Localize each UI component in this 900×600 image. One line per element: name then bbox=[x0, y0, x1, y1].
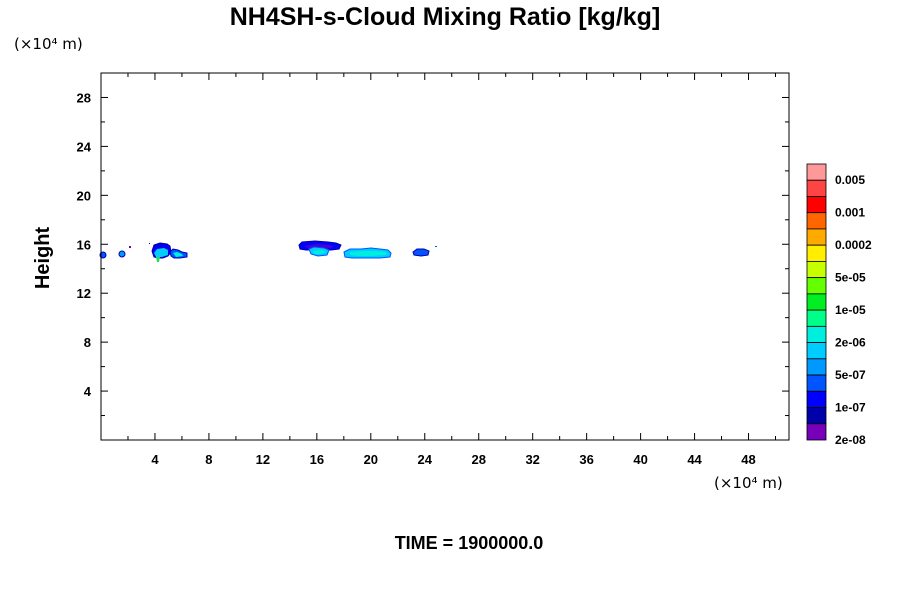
x-tick-label: 20 bbox=[364, 452, 378, 467]
colorbar-swatch bbox=[806, 261, 827, 279]
cloud-patch bbox=[343, 247, 392, 259]
y-axis: 4 8 12 16 20 24 28 bbox=[77, 72, 789, 417]
colorbar-swatch bbox=[806, 196, 827, 214]
colorbar-swatch bbox=[806, 277, 827, 295]
y-tick-label: 16 bbox=[77, 237, 91, 252]
colorbar-label: 5e-05 bbox=[835, 271, 866, 285]
cloud-patch bbox=[151, 242, 188, 262]
colorbar-swatch bbox=[806, 212, 827, 230]
plot-area bbox=[100, 72, 790, 441]
colorbar-label: 1e-07 bbox=[835, 401, 866, 415]
colorbar-swatch bbox=[806, 293, 827, 311]
x-tick-label: 16 bbox=[310, 452, 324, 467]
colorbar-label: 0.001 bbox=[835, 206, 865, 220]
colorbar-label: 2e-08 bbox=[835, 433, 866, 447]
y-tick-label: 20 bbox=[77, 188, 91, 203]
colorbar-label: 0.0002 bbox=[835, 238, 872, 252]
colorbar-swatch bbox=[806, 309, 827, 327]
x-tick-label: 44 bbox=[687, 452, 702, 467]
x-axis-unit: (×10⁴ m) bbox=[714, 474, 783, 492]
x-tick-label: 24 bbox=[418, 452, 433, 467]
x-tick-label: 4 bbox=[151, 452, 159, 467]
cloud-patch bbox=[118, 243, 150, 258]
y-tick-label: 4 bbox=[84, 384, 92, 399]
cloud-patch bbox=[308, 246, 330, 257]
colorbar: 0.005 0.001 0.0002 5e-05 1e-05 2e-06 5e-07 1e-0… bbox=[806, 163, 872, 447]
x-axis: 4 8 12 16 20 24 28 32 36 40 44 48 bbox=[127, 73, 777, 467]
x-tick-label: 48 bbox=[741, 452, 755, 467]
colorbar-label: 0.005 bbox=[835, 173, 865, 187]
cloud-patch bbox=[298, 240, 342, 251]
y-axis-unit: (×10⁴ m) bbox=[14, 35, 83, 53]
y-tick-label: 24 bbox=[77, 139, 92, 154]
colorbar-swatch bbox=[806, 244, 827, 262]
cloud-patch bbox=[412, 246, 437, 257]
x-tick-label: 40 bbox=[633, 452, 647, 467]
colorbar-label: 1e-05 bbox=[835, 303, 866, 317]
colorbar-swatch bbox=[806, 325, 827, 343]
colorbar-swatch bbox=[806, 390, 827, 408]
colorbar-swatch bbox=[806, 423, 827, 441]
colorbar-label: 5e-07 bbox=[835, 368, 866, 382]
y-tick-label: 28 bbox=[77, 90, 91, 105]
colorbar-swatch bbox=[806, 179, 827, 197]
colorbar-swatch bbox=[806, 358, 827, 376]
colorbar-swatch bbox=[806, 407, 827, 425]
colorbar-swatch bbox=[806, 374, 827, 392]
colorbar-swatch bbox=[806, 163, 827, 181]
time-label: TIME = 1900000.0 bbox=[395, 533, 544, 553]
y-tick-label: 12 bbox=[77, 286, 91, 301]
x-tick-label: 12 bbox=[256, 452, 270, 467]
colorbar-label: 2e-06 bbox=[835, 336, 866, 350]
y-tick-label: 8 bbox=[84, 335, 91, 350]
cloud-patches bbox=[99, 240, 437, 262]
x-tick-label: 28 bbox=[471, 452, 485, 467]
y-axis-label: Height bbox=[32, 227, 54, 290]
x-tick-label: 32 bbox=[525, 452, 539, 467]
colorbar-swatch bbox=[806, 228, 827, 246]
colorbar-swatch bbox=[806, 342, 827, 360]
chart-title: NH4SH-s-Cloud Mixing Ratio [kg/kg] bbox=[230, 3, 661, 31]
x-tick-label: 8 bbox=[205, 452, 212, 467]
x-tick-label: 36 bbox=[579, 452, 593, 467]
